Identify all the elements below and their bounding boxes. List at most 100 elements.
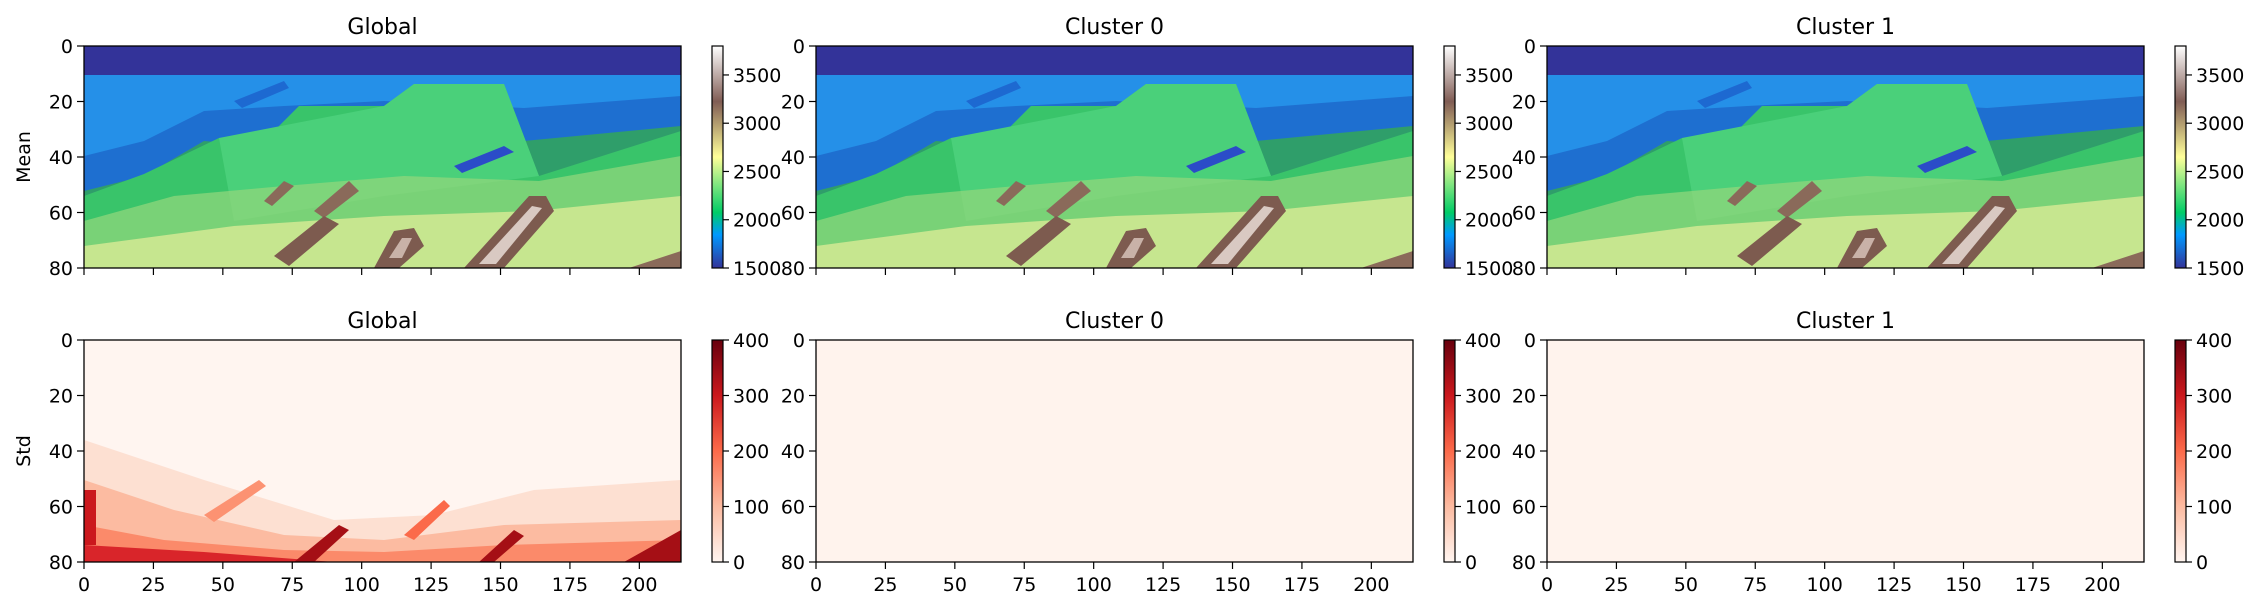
colorbar-tick-label: 200	[2196, 441, 2232, 463]
x-tick-label: 200	[621, 574, 657, 596]
x-tick-label: 0	[1541, 574, 1553, 596]
colorbar-tick-label: 2000	[2196, 210, 2244, 232]
x-tick-label: 150	[482, 574, 518, 596]
colorbar-tick-label: 3000	[2196, 113, 2244, 135]
heatmap-layer	[84, 46, 2144, 562]
panel-title: Global	[347, 309, 417, 334]
y-tick-label: 80	[1512, 552, 1536, 574]
y-tick-label: 20	[49, 386, 73, 408]
x-tick-label: 25	[873, 574, 897, 596]
y-tick-label: 40	[49, 441, 73, 463]
heatmap-image	[1547, 340, 2144, 562]
colorbar-tick-label: 3000	[733, 113, 781, 135]
colorbar	[2174, 339, 2187, 563]
y-tick-label: 40	[1512, 147, 1536, 169]
colorbar-tick-label: 2500	[1465, 161, 1513, 183]
colorbar-tick-label: 300	[2196, 386, 2232, 408]
colorbar-tick-label: 1500	[2196, 258, 2244, 280]
panel-mean-1: Cluster 0 0 20 40 60 80 1500 2000 2500 3000 3500	[781, 15, 1514, 280]
y-tick-label: 0	[1524, 36, 1536, 58]
x-tick-label: 75	[280, 574, 304, 596]
x-tick-label: 100	[344, 574, 380, 596]
colorbar	[1443, 339, 1456, 563]
colorbar-tick-label: 200	[1465, 441, 1501, 463]
panel-title: Global	[347, 15, 417, 40]
panel-title: Cluster 1	[1796, 15, 1895, 40]
colorbar-tick-label: 3500	[1465, 65, 1513, 87]
panel-title: Cluster 0	[1065, 15, 1164, 40]
colorbar-tick-label: 3500	[733, 65, 781, 87]
x-tick-label: 125	[413, 574, 449, 596]
colorbar-tick-label: 2500	[2196, 161, 2244, 183]
panel-title: Cluster 1	[1796, 309, 1895, 334]
y-tick-label: 80	[781, 258, 805, 280]
colorbar-tick-label: 100	[2196, 497, 2232, 519]
colorbar-tick-label: 2000	[733, 210, 781, 232]
x-tick-label: 150	[1214, 574, 1250, 596]
y-tick-label: 20	[781, 386, 805, 408]
y-tick-label: 20	[1512, 92, 1536, 114]
colorbar-tick-label: 100	[733, 497, 769, 519]
colorbar-tick-label: 3500	[2196, 65, 2244, 87]
x-tick-label: 100	[1807, 574, 1843, 596]
y-tick-label: 60	[49, 203, 73, 225]
y-tick-label: 80	[49, 552, 73, 574]
colorbar	[2174, 45, 2187, 269]
y-tick-label: 0	[793, 36, 805, 58]
y-tick-label: 40	[49, 147, 73, 169]
y-tick-label: 60	[1512, 203, 1536, 225]
y-tick-label: 40	[1512, 441, 1536, 463]
x-tick-label: 125	[1876, 574, 1912, 596]
x-tick-label: 175	[2015, 574, 2051, 596]
x-tick-label: 175	[1284, 574, 1320, 596]
y-tick-label: 0	[61, 36, 73, 58]
heatmap-image	[84, 340, 681, 562]
x-tick-label: 200	[1353, 574, 1389, 596]
x-tick-label: 50	[943, 574, 967, 596]
x-tick-label: 50	[211, 574, 235, 596]
colorbar-tick-label: 200	[733, 441, 769, 463]
y-tick-label: 60	[1512, 497, 1536, 519]
colorbar	[711, 45, 724, 269]
colorbar-tick-label: 300	[1465, 386, 1501, 408]
colorbar-tick-label: 0	[2196, 552, 2208, 574]
colorbar-tick-label: 0	[1465, 552, 1477, 574]
x-tick-label: 150	[1945, 574, 1981, 596]
heatmap-image	[816, 340, 1413, 562]
panel-title: Cluster 0	[1065, 309, 1164, 334]
x-tick-label: 200	[2084, 574, 2120, 596]
x-tick-label: 0	[78, 574, 90, 596]
colorbar-tick-label: 400	[733, 330, 769, 352]
colorbar-tick-label: 300	[733, 386, 769, 408]
x-tick-label: 50	[1674, 574, 1698, 596]
y-tick-label: 20	[1512, 386, 1536, 408]
colorbar-tick-label: 0	[733, 552, 745, 574]
colorbar	[711, 339, 724, 563]
y-tick-label: 80	[1512, 258, 1536, 280]
y-tick-label: 80	[49, 258, 73, 280]
colorbar-tick-label: 1500	[733, 258, 781, 280]
heatmap-image	[84, 46, 681, 268]
panel-mean-0: Global Mean 0 20 40 60 80 1500 2000 2500 3000 3500	[13, 15, 781, 280]
y-tick-label: 60	[49, 497, 73, 519]
colorbar-tick-label: 400	[2196, 330, 2232, 352]
y-tick-label: 60	[781, 497, 805, 519]
y-tick-label: 20	[49, 92, 73, 114]
colorbar	[1443, 45, 1456, 269]
y-tick-label: 20	[781, 92, 805, 114]
heatmap-image	[1547, 46, 2144, 268]
x-tick-label: 25	[141, 574, 165, 596]
heatmap-image	[816, 46, 1413, 268]
y-tick-label: 40	[781, 441, 805, 463]
colorbar-tick-label: 2000	[1465, 210, 1513, 232]
panel-mean-2: Cluster 1 0 20 40 60 80 1500 2000 2500 3000 3500	[1512, 15, 2245, 280]
x-tick-label: 175	[552, 574, 588, 596]
x-tick-label: 100	[1076, 574, 1112, 596]
colorbar-tick-label: 400	[1465, 330, 1501, 352]
colorbar-tick-label: 100	[1465, 497, 1501, 519]
